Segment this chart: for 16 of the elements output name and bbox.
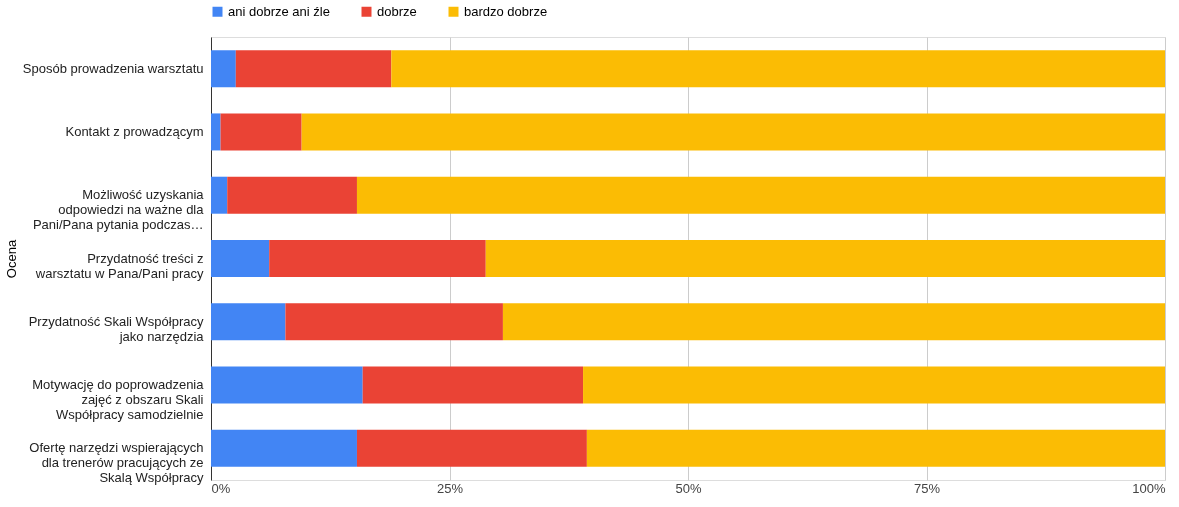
- y-tick-label: Możliwość uzyskania odpowiedzi na ważne dla Pani/Pana pytania podczas…: [32, 187, 205, 233]
- y-tick-label: Przydatność treści z warsztatu w Pana/Pani pracy: [34, 250, 204, 281]
- x-tick-label: 50%: [675, 480, 702, 496]
- y-tick-label: Motywację do poprowadzenia zajęć z obszaru Skali Współpracy samodzielnie: [32, 377, 205, 423]
- x-tick-label: 0%: [211, 480, 231, 496]
- legend-label: bardzo dobrze: [464, 3, 548, 19]
- legend-label: ani dobrze ani źle: [228, 3, 330, 19]
- y-tick-label: Przydatność Skali Współpracy jako narzędzia: [28, 313, 205, 344]
- y-tick-label: Kontakt z prowadzącym: [65, 123, 204, 139]
- x-tick-label: 75%: [913, 480, 941, 496]
- y-axis-title: Ocena: [3, 239, 19, 279]
- x-tick-label: 100%: [1132, 480, 1166, 496]
- legend-label: dobrze: [377, 3, 417, 19]
- x-tick-label: 25%: [436, 480, 464, 496]
- y-tick-label: Ofertę narzędzi wspierających dla trenerów pracujących ze Skalą Współpracy: [29, 440, 204, 486]
- y-tick-label: Sposób prowadzenia warsztatu: [22, 60, 204, 76]
